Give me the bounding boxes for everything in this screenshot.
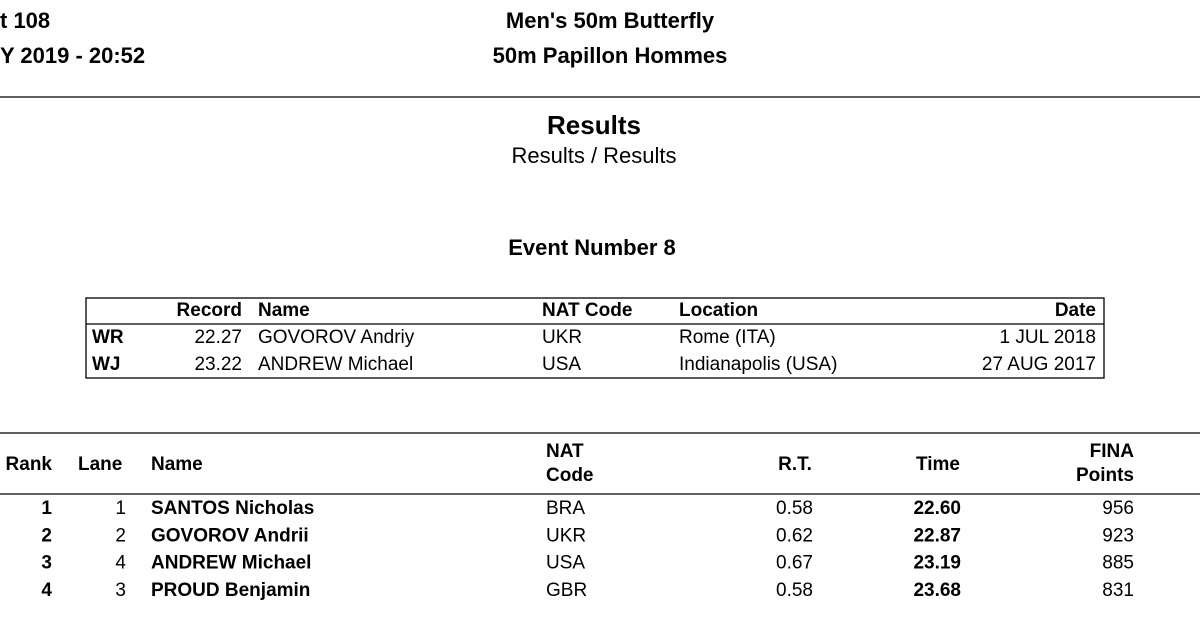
results-cell: 3 (115, 580, 126, 601)
records-cell: Indianapolis (USA) (679, 354, 837, 375)
results-header: Time (916, 454, 960, 475)
results-cell: GBR (546, 580, 587, 601)
results-header: R.T. (778, 454, 812, 475)
records-cell: UKR (542, 327, 582, 348)
results-cell: 22.60 (913, 498, 961, 519)
results-cell: 885 (1102, 553, 1134, 574)
records-cell: WR (92, 327, 124, 348)
results-cell: UKR (546, 525, 586, 546)
results-header: FINA (1090, 441, 1135, 462)
results-header: Lane (78, 454, 122, 475)
records-cell: 22.27 (194, 327, 242, 348)
results-cell: BRA (546, 498, 585, 519)
results-cell: PROUD Benjamin (151, 580, 310, 601)
results-header: Points (1076, 465, 1134, 486)
results-cell: 4 (41, 580, 52, 601)
results-cell: 831 (1102, 580, 1134, 601)
results-cell: 22.87 (913, 525, 961, 546)
records-header: Name (258, 300, 310, 321)
results-cell: 23.19 (913, 553, 961, 574)
records-cell: 23.22 (194, 354, 242, 375)
results-cell: 23.68 (913, 580, 961, 601)
records-header: Location (679, 300, 758, 321)
results-cell: 0.58 (776, 580, 813, 601)
results-header: Name (151, 454, 203, 475)
records-cell: USA (542, 354, 581, 375)
records-cell: ANDREW Michael (258, 354, 413, 375)
results-cell: USA (546, 553, 585, 574)
records-header: NAT Code (542, 300, 632, 321)
results-header: NAT (546, 441, 584, 462)
results-cell: 956 (1102, 498, 1134, 519)
results-header: Rank (6, 454, 53, 475)
results-cell: 2 (41, 525, 52, 546)
records-cell: 27 AUG 2017 (982, 354, 1096, 375)
results-cell: 0.58 (776, 498, 813, 519)
results-header: Code (546, 465, 594, 486)
datetime: Y 2019 - 20:52 (0, 43, 145, 68)
event-id: t 108 (0, 8, 50, 33)
records-header: Date (1055, 300, 1096, 321)
results-cell: 0.62 (776, 525, 813, 546)
records-cell: 1 JUL 2018 (1000, 327, 1096, 348)
results-cell: 2 (115, 525, 126, 546)
records-header: Record (177, 300, 242, 321)
results-cell: 3 (41, 553, 52, 574)
section-title: Results (547, 110, 641, 140)
title-fr: 50m Papillon Hommes (493, 43, 728, 68)
results-cell: SANTOS Nicholas (151, 498, 314, 519)
results-cell: 4 (115, 553, 126, 574)
results-cell: 1 (41, 498, 52, 519)
records-cell: Rome (ITA) (679, 327, 776, 348)
title: Men's 50m Butterfly (506, 8, 715, 33)
results-cell: GOVOROV Andrii (151, 525, 309, 546)
event-number: Event Number 8 (508, 235, 676, 260)
records-cell: WJ (92, 354, 121, 375)
results-cell: 0.67 (776, 553, 813, 574)
section-subtitle: Results / Results (511, 143, 676, 168)
results-cell: 923 (1102, 525, 1134, 546)
results-cell: ANDREW Michael (151, 553, 311, 574)
records-box (85, 297, 1105, 379)
results-cell: 1 (115, 498, 126, 519)
records-cell: GOVOROV Andriy (258, 327, 415, 348)
